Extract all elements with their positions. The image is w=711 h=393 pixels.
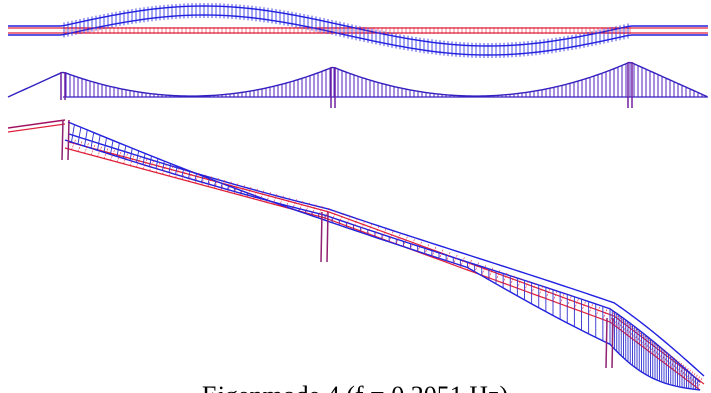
deck-deformed <box>8 3 708 58</box>
hanger <box>368 224 372 234</box>
hanger <box>85 130 88 146</box>
hanger <box>546 289 550 299</box>
elevation-view <box>8 62 708 108</box>
hanger <box>517 278 521 288</box>
hanger <box>150 156 152 167</box>
tower <box>62 120 63 160</box>
hanger <box>156 159 158 169</box>
approach <box>8 124 65 132</box>
tower <box>68 120 69 160</box>
hanger <box>260 198 261 199</box>
hanger <box>72 140 76 150</box>
hanger <box>532 283 536 293</box>
main-cable <box>68 122 700 390</box>
hanger <box>582 302 586 312</box>
hanger <box>567 296 571 306</box>
hanger <box>596 307 600 317</box>
hanger <box>553 291 557 301</box>
hanger <box>361 221 365 231</box>
hanger <box>72 125 75 142</box>
deck-undeformed <box>69 142 704 384</box>
tower <box>612 318 613 368</box>
page: Eigenmode 4 (f = 0.2051 Hz) (() => { con… <box>0 0 711 393</box>
deck-undeformed <box>65 148 700 390</box>
deck-deformed <box>65 140 700 382</box>
perspective-view <box>8 120 704 390</box>
tower <box>327 212 328 262</box>
hanger <box>560 294 564 304</box>
hanger <box>163 161 165 170</box>
hanger <box>603 309 607 319</box>
hanger <box>539 286 543 296</box>
tower <box>321 212 322 262</box>
mode-shape-figure: Eigenmode 4 (f = 0.2051 Hz) <box>0 0 711 393</box>
caption: Eigenmode 4 (f = 0.2051 Hz) <box>202 381 508 393</box>
deck-edge <box>8 6 708 46</box>
hanger <box>354 218 358 228</box>
tower <box>606 318 607 368</box>
hanger <box>375 226 379 236</box>
hanger <box>525 281 529 291</box>
approach <box>8 120 65 128</box>
hanger <box>78 127 81 144</box>
hanger <box>574 299 578 309</box>
deck-edge <box>8 15 708 55</box>
hanger <box>589 304 593 314</box>
